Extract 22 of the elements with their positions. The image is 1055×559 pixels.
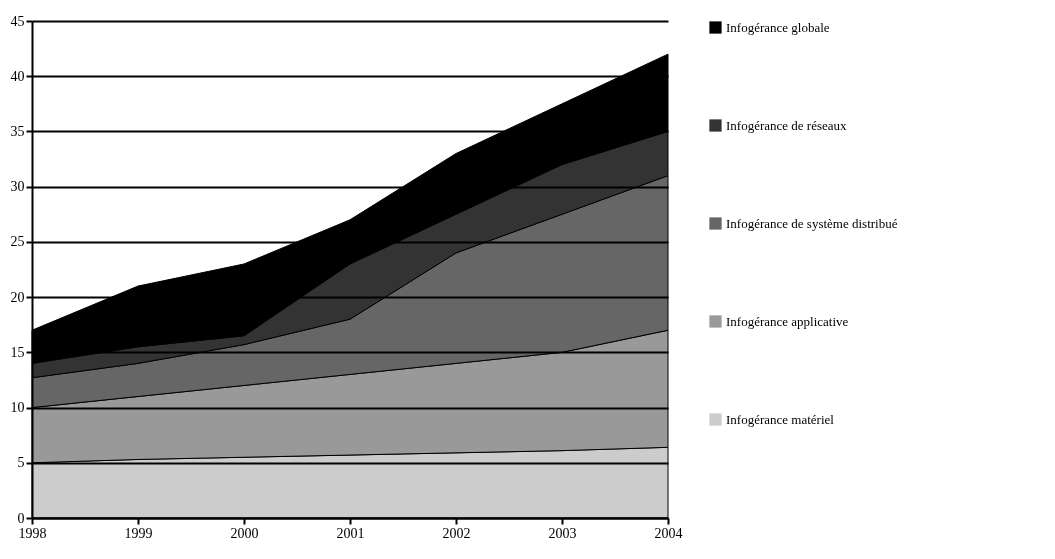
y-tick-label: 25 — [10, 234, 25, 250]
legend-label: Infogérance globale — [726, 19, 830, 35]
legend-label: Infogérance matériel — [726, 411, 835, 427]
legend-label: Infogérance applicative — [726, 313, 849, 329]
y-tick-label: 10 — [10, 400, 25, 416]
x-tick-label: 2003 — [548, 525, 577, 541]
y-tick-label: 40 — [10, 68, 25, 84]
x-tick-label: 1998 — [18, 525, 47, 541]
x-tick-label: 1999 — [124, 525, 153, 541]
x-tick-label: 2002 — [442, 525, 471, 541]
y-tick-label: 0 — [17, 510, 25, 526]
x-tick-label: 2000 — [230, 525, 259, 541]
x-tick-label: 2004 — [654, 525, 683, 541]
y-tick-label: 35 — [10, 123, 25, 139]
legend-label: Infogérance de système distribué — [726, 215, 898, 231]
y-tick-label: 15 — [10, 344, 25, 360]
x-tick-label: 2001 — [336, 525, 365, 541]
y-tick-label: 20 — [10, 289, 25, 305]
legend-label: Infogérance de réseaux — [726, 117, 848, 133]
y-tick-label: 5 — [17, 455, 25, 471]
y-tick-label: 30 — [10, 179, 25, 195]
y-tick-label: 45 — [10, 13, 25, 29]
